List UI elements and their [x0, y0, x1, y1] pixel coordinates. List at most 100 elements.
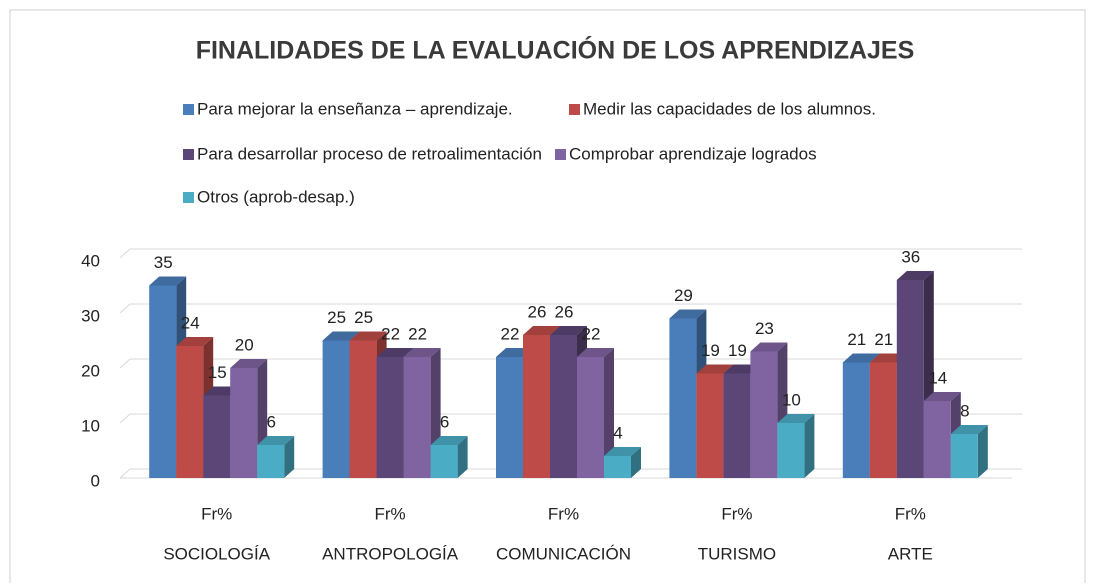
grid-depth — [119, 248, 131, 259]
data-label: 26 — [528, 302, 547, 321]
bar-side — [457, 436, 468, 478]
data-label: 22 — [408, 324, 427, 343]
y-tick-label: 0 — [91, 471, 100, 490]
bar — [376, 357, 404, 478]
bar-top — [577, 348, 614, 357]
data-label: 14 — [928, 368, 947, 387]
bar-top — [322, 331, 360, 341]
bar-top — [950, 425, 988, 434]
y-tick-label: 10 — [81, 416, 100, 435]
bar-top — [430, 436, 468, 445]
legend-label: Para desarrollar proceso de retroaliment… — [197, 144, 542, 163]
legend-swatch — [183, 192, 194, 203]
y-tick-label: 40 — [81, 251, 100, 270]
x-sub-label: Fr% — [721, 504, 752, 523]
x-tick-label: ARTE — [888, 544, 933, 563]
grid-depth — [119, 413, 131, 424]
data-label: 26 — [555, 302, 574, 321]
bar — [257, 445, 285, 478]
bar — [149, 285, 177, 478]
legend-label: Para mejorar la enseñanza – aprendizaje. — [197, 99, 513, 118]
legend-label: Comprobar aprendizaje logrados — [569, 144, 817, 163]
bar-top — [604, 447, 641, 456]
bar-top — [257, 436, 295, 445]
bar-top — [523, 326, 560, 335]
grid-depth — [119, 303, 131, 314]
legend-swatch — [183, 104, 194, 115]
bar — [430, 445, 458, 478]
y-tick-label: 20 — [81, 361, 100, 380]
data-label: 15 — [208, 363, 227, 382]
bar — [696, 373, 724, 478]
bar — [230, 368, 258, 478]
bar — [750, 351, 778, 478]
bar — [923, 401, 951, 478]
legend-swatch — [569, 104, 580, 115]
bar — [523, 335, 550, 478]
bar — [950, 434, 978, 478]
x-tick-label: COMUNICACIÓN — [496, 544, 631, 563]
bar-top — [842, 353, 880, 363]
legend-swatch — [183, 149, 194, 160]
data-label: 22 — [582, 324, 601, 343]
bar-side — [631, 447, 641, 478]
bar-top — [896, 271, 934, 280]
data-label: 21 — [874, 330, 893, 349]
bar — [203, 395, 231, 478]
data-label: 20 — [235, 335, 254, 354]
x-sub-label: Fr% — [548, 504, 579, 523]
bar-top — [669, 309, 707, 319]
bar-top — [696, 364, 734, 374]
bar-top — [230, 359, 268, 368]
bar — [869, 362, 897, 478]
data-label: 19 — [701, 341, 720, 360]
grid-depth — [119, 358, 131, 369]
x-sub-label: Fr% — [375, 504, 406, 523]
bar — [669, 318, 697, 478]
bar-top — [923, 392, 961, 401]
x-tick-label: TURISMO — [698, 544, 776, 563]
x-tick-label: SOCIOLOGÍA — [163, 544, 270, 563]
chart-title: FINALIDADES DE LA EVALUACIÓN DE LOS APRE… — [196, 35, 915, 65]
bar — [322, 340, 350, 478]
data-label: 8 — [960, 401, 969, 420]
data-label: 29 — [674, 286, 693, 305]
data-label: 25 — [354, 308, 373, 327]
data-label: 23 — [755, 319, 774, 338]
legend-swatch — [555, 149, 566, 160]
x-tick-label: ANTROPOLOGÍA — [322, 544, 459, 563]
bar — [550, 335, 577, 478]
bar-top — [777, 414, 815, 423]
bar-side — [604, 348, 614, 478]
data-label: 21 — [847, 330, 866, 349]
bar — [896, 280, 924, 478]
bar-top — [403, 348, 441, 357]
bar — [577, 357, 604, 478]
bar-top — [376, 348, 414, 357]
data-label: 6 — [440, 412, 449, 431]
bar — [777, 423, 805, 478]
grid-depth — [119, 468, 131, 479]
bar — [496, 357, 523, 478]
bar — [842, 362, 870, 478]
bar-top — [149, 276, 187, 286]
x-sub-label: Fr% — [201, 504, 232, 523]
legend-label: Otros (aprob-desap.) — [197, 187, 355, 206]
bar — [604, 456, 631, 478]
bar-side — [977, 425, 988, 478]
x-sub-label: Fr% — [895, 504, 926, 523]
bar-top — [349, 331, 387, 341]
bar — [349, 340, 377, 478]
data-label: 36 — [901, 247, 920, 266]
bar — [403, 357, 431, 478]
data-label: 6 — [266, 412, 275, 431]
bar-top — [550, 326, 587, 335]
data-label: 24 — [181, 313, 200, 332]
bar-top — [176, 337, 214, 346]
data-label: 22 — [501, 324, 520, 343]
bar-top — [750, 342, 788, 352]
bar — [176, 346, 204, 478]
data-label: 19 — [728, 341, 747, 360]
y-tick-label: 30 — [81, 306, 100, 325]
